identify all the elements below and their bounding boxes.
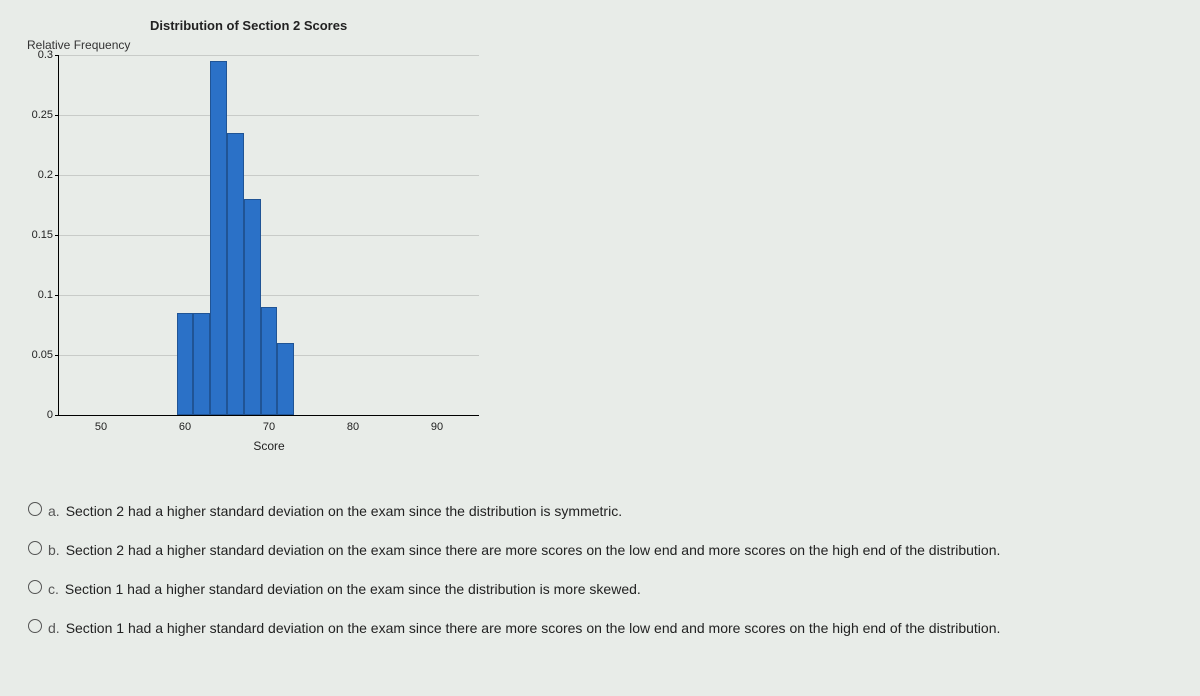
answer-letter: d. (48, 619, 60, 638)
histogram-bar (277, 343, 294, 415)
x-tick-label: 90 (431, 415, 443, 433)
radio-icon (28, 541, 42, 555)
histogram-bar (193, 313, 210, 415)
answer-option[interactable]: d. Section 1 had a higher standard devia… (28, 617, 1180, 638)
answer-text: Section 1 had a higher standard deviatio… (65, 580, 641, 599)
answer-letter: c. (48, 580, 59, 599)
y-tick-label: 0 (47, 409, 59, 421)
histogram-bar (210, 61, 227, 415)
answer-letter: a. (48, 502, 60, 521)
answer-option[interactable]: c. Section 1 had a higher standard devia… (28, 578, 1180, 599)
histogram-bar (244, 199, 261, 415)
answer-text: Section 1 had a higher standard deviatio… (66, 619, 1001, 638)
gridline (59, 235, 479, 236)
y-tick-label: 0.15 (32, 229, 59, 241)
radio-icon (28, 580, 42, 594)
y-tick-label: 0.2 (38, 169, 59, 181)
x-tick-label: 70 (263, 415, 275, 433)
answer-list: a. Section 2 had a higher standard devia… (28, 500, 1180, 656)
histogram-bar (227, 133, 244, 415)
gridline (59, 115, 479, 116)
x-tick-label: 80 (347, 415, 359, 433)
x-tick-label: 60 (179, 415, 191, 433)
x-tick-label: 50 (95, 415, 107, 433)
chart-title: Distribution of Section 2 Scores (150, 18, 347, 33)
chart-plot-area: Score 00.050.10.150.20.250.35060708090 (58, 55, 479, 416)
answer-text: Section 2 had a higher standard deviatio… (66, 541, 1001, 560)
page-root: Distribution of Section 2 Scores Relativ… (0, 0, 1200, 696)
y-tick-label: 0.3 (38, 49, 59, 61)
y-tick-label: 0.25 (32, 109, 59, 121)
y-tick-label: 0.1 (38, 289, 59, 301)
answer-option[interactable]: b. Section 2 had a higher standard devia… (28, 539, 1180, 560)
answer-text: Section 2 had a higher standard deviatio… (66, 502, 622, 521)
y-tick-label: 0.05 (32, 349, 59, 361)
histogram-bar (177, 313, 194, 415)
histogram-bar (261, 307, 278, 415)
radio-icon (28, 502, 42, 516)
radio-icon (28, 619, 42, 633)
answer-letter: b. (48, 541, 60, 560)
answer-option[interactable]: a. Section 2 had a higher standard devia… (28, 500, 1180, 521)
gridline (59, 175, 479, 176)
gridline (59, 55, 479, 56)
gridline (59, 295, 479, 296)
